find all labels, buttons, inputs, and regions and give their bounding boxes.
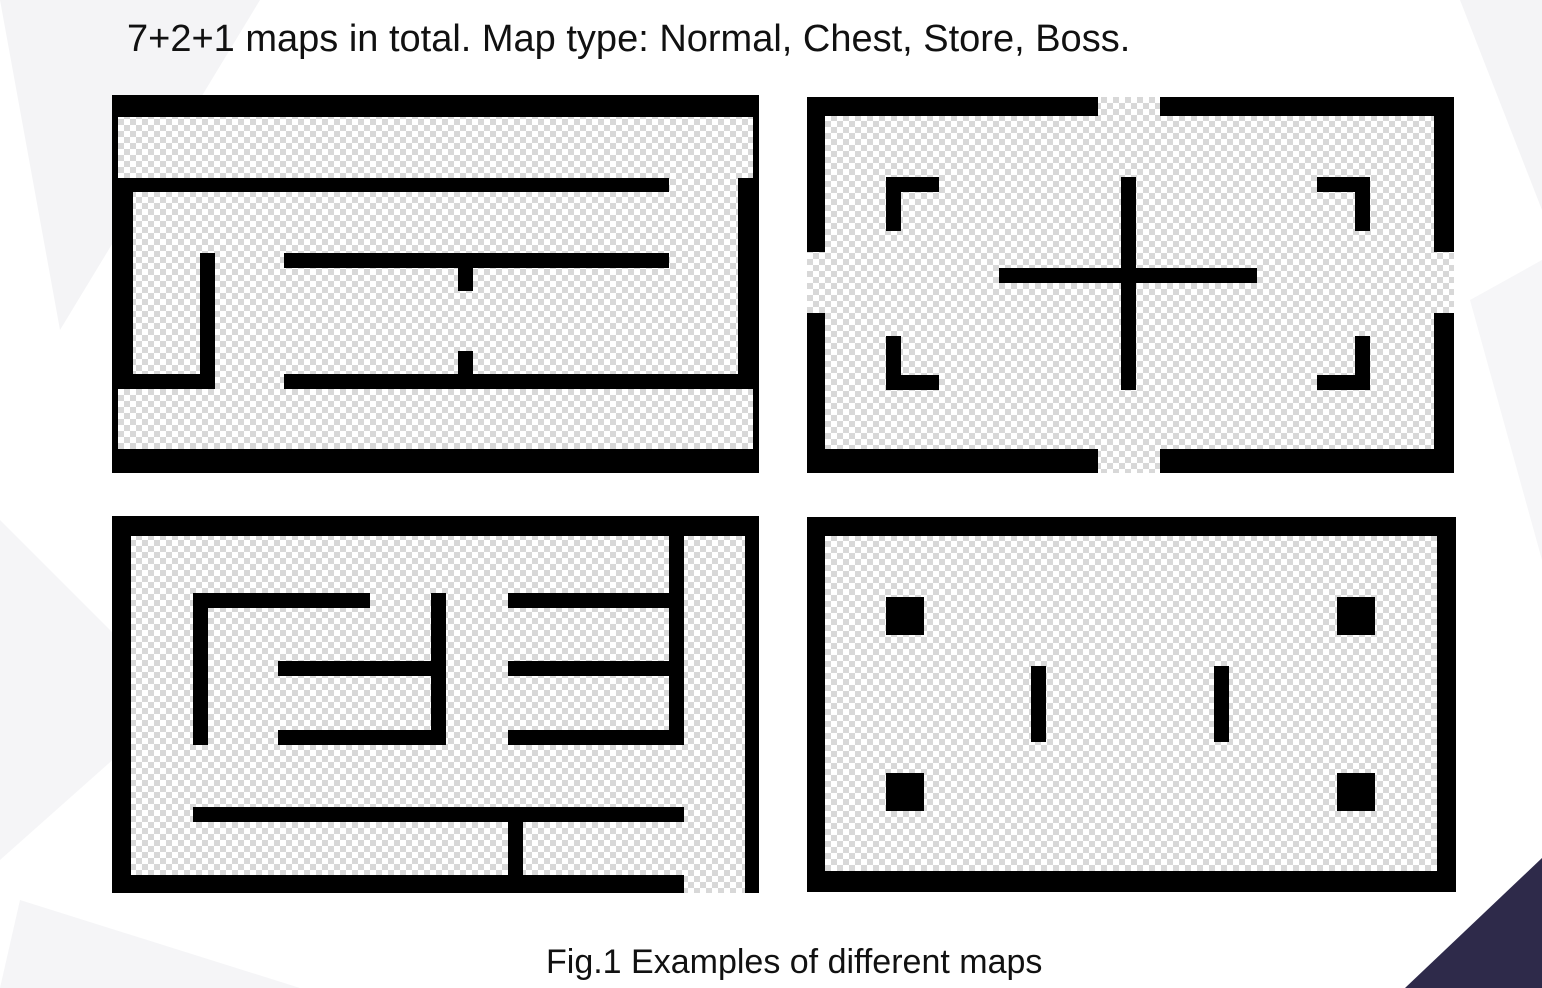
map-cross-walls	[807, 97, 1454, 473]
inner-wall	[193, 593, 208, 745]
pillar	[1337, 597, 1375, 635]
outer-wall-right	[1437, 517, 1456, 892]
cross-wall-vertical	[1121, 177, 1136, 390]
map-normal-example	[112, 95, 759, 473]
inner-wall	[669, 516, 684, 745]
outer-wall-bottom	[112, 875, 684, 893]
short-wall	[1031, 666, 1046, 742]
outer-wall-top	[807, 517, 1456, 536]
inner-wall	[508, 730, 684, 745]
outer-wall-bottom	[807, 449, 1098, 473]
outer-wall-left	[112, 95, 118, 473]
outer-wall-right	[745, 516, 759, 893]
cross-wall-horizontal	[999, 268, 1257, 283]
inner-wall	[284, 374, 753, 389]
inner-wall	[118, 178, 669, 192]
inner-wall	[508, 661, 684, 676]
corner-bracket	[886, 375, 939, 390]
pillar	[1337, 773, 1375, 811]
outer-wall-bottom	[807, 871, 1456, 892]
figure-caption: Fig.1 Examples of different maps	[546, 943, 1043, 981]
inner-wall	[508, 593, 684, 608]
map-pillars-walls	[807, 517, 1456, 892]
corner-bracket	[1317, 375, 1370, 390]
outer-wall-left	[112, 516, 131, 893]
inner-wall	[118, 178, 133, 389]
outer-wall-left	[807, 97, 825, 252]
outer-wall-top	[112, 516, 759, 536]
pillar	[886, 597, 924, 635]
outer-wall-bottom	[1160, 449, 1454, 473]
map-normal-walls	[112, 95, 759, 473]
corner-accent	[1405, 858, 1542, 988]
outer-wall-right	[1434, 97, 1454, 252]
pillar	[886, 773, 924, 811]
inner-wall	[193, 807, 684, 822]
inner-wall	[284, 253, 669, 268]
map-cross-example	[807, 97, 1454, 473]
outer-wall-bottom	[112, 449, 759, 473]
inner-wall	[193, 593, 370, 608]
inner-wall	[118, 374, 215, 389]
map-pillars-example	[807, 517, 1456, 892]
headline: 7+2+1 maps in total. Map type: Normal, C…	[127, 18, 1131, 60]
outer-wall-right	[1434, 313, 1454, 473]
inner-wall	[200, 253, 215, 389]
inner-wall	[278, 661, 446, 676]
outer-wall-top	[1160, 97, 1454, 116]
outer-wall-left	[807, 313, 825, 473]
map-maze-walls	[112, 516, 759, 893]
outer-wall-top	[112, 95, 759, 117]
inner-wall	[738, 178, 753, 389]
outer-wall-right	[753, 95, 759, 473]
outer-wall-left	[807, 517, 825, 892]
outer-wall-top	[807, 97, 1098, 116]
inner-wall	[278, 730, 446, 745]
short-wall	[1214, 666, 1229, 742]
map-maze-example	[112, 516, 759, 893]
inner-wall	[458, 253, 473, 291]
corner-bracket	[886, 177, 901, 231]
inner-wall	[508, 807, 523, 893]
corner-bracket	[1355, 177, 1370, 231]
